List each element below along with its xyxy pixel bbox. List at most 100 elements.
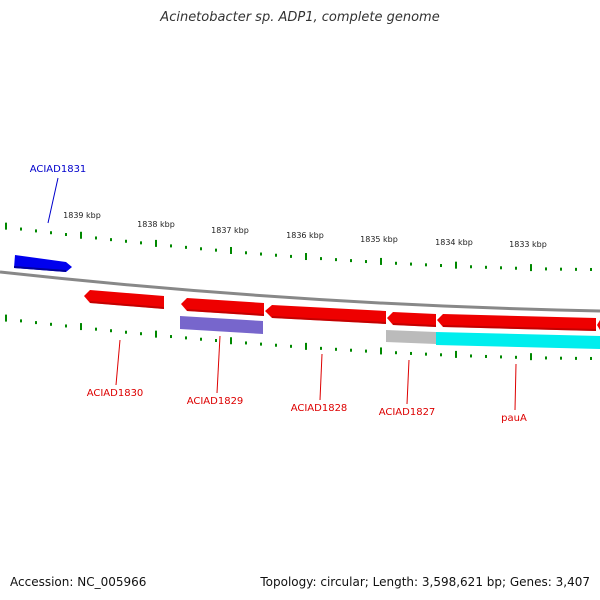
gc-tick	[365, 349, 367, 353]
gc-tick	[65, 324, 67, 328]
ruler-label-1835: 1835 kbp	[360, 235, 398, 244]
gc-tick	[95, 236, 97, 240]
gc-tick	[530, 264, 532, 272]
gc-tick	[155, 239, 157, 247]
cog-aciad1829	[180, 316, 263, 334]
gc-tick	[185, 245, 187, 249]
gc-tick	[365, 260, 367, 264]
cds-aciad1828[interactable]	[265, 305, 386, 324]
leader-aciad1828	[319, 353, 323, 401]
ruler-label-1836: 1836 kbp	[286, 231, 324, 240]
gc-tick	[560, 356, 562, 360]
gc-tick	[485, 354, 487, 358]
cog-paua	[436, 332, 600, 349]
gc-tick	[515, 266, 517, 270]
gc-tick	[455, 350, 457, 358]
gc-tick	[5, 222, 7, 230]
gc-tick	[20, 319, 22, 323]
gc-tick	[395, 351, 397, 355]
gc-tick	[5, 314, 7, 322]
gc-tick	[170, 335, 172, 339]
gc-tick	[230, 337, 232, 345]
accession-text: Accession: NC_005966	[10, 575, 147, 589]
gc-ticks-upper	[5, 222, 592, 272]
gc-tick	[335, 347, 337, 351]
gc-tick	[380, 347, 382, 355]
gc-tick	[95, 327, 97, 331]
gc-tick	[500, 355, 502, 359]
leader-paua	[514, 363, 517, 411]
gene-label-aciad1831[interactable]: ACIAD1831	[30, 164, 87, 175]
gc-tick	[305, 253, 307, 261]
gc-tick	[440, 264, 442, 268]
gene-label-aciad1829[interactable]: ACIAD1829	[187, 396, 244, 407]
gc-tick	[500, 266, 502, 270]
leader-aciad1830	[115, 339, 121, 386]
gene-label-aciad1830[interactable]: ACIAD1830	[87, 388, 144, 399]
gc-tick	[470, 354, 472, 358]
map-title: Acinetobacter sp. ADP1, complete genome	[160, 10, 440, 25]
gc-tick	[575, 356, 577, 360]
gc-tick	[320, 257, 322, 261]
gc-tick	[560, 267, 562, 271]
gc-tick	[20, 227, 22, 231]
gc-tick	[275, 343, 277, 347]
gc-ticks-lower	[5, 314, 592, 361]
ruler-label-1838: 1838 kbp	[137, 220, 175, 229]
leader-aciad1829	[216, 335, 221, 394]
gc-tick	[515, 355, 517, 359]
gc-tick	[395, 261, 397, 265]
gc-tick	[125, 239, 127, 243]
gc-tick	[110, 329, 112, 333]
gc-tick	[425, 352, 427, 356]
gc-tick	[545, 267, 547, 271]
gc-tick	[350, 348, 352, 352]
gc-tick	[215, 248, 217, 252]
genome-backbone	[0, 270, 600, 313]
gc-tick	[320, 346, 322, 350]
cds-shade	[90, 301, 596, 331]
gc-tick	[545, 356, 547, 360]
gc-tick	[470, 265, 472, 269]
gc-tick	[290, 254, 292, 258]
ruler-label-1839: 1839 kbp	[63, 211, 101, 220]
gene-label-aciad1827[interactable]: ACIAD1827	[379, 407, 436, 418]
gene-label-aciad1828[interactable]: ACIAD1828	[291, 403, 348, 414]
gc-tick	[50, 322, 52, 326]
gc-tick	[65, 233, 67, 237]
gc-tick	[50, 231, 52, 235]
gc-tick	[275, 253, 277, 257]
gc-tick	[335, 258, 337, 262]
gc-tick	[305, 342, 307, 350]
gc-tick	[455, 261, 457, 269]
cds-aciad1827[interactable]	[387, 312, 436, 327]
gc-tick	[125, 330, 127, 334]
cds-next-edge	[597, 320, 600, 330]
ruler-label-1834: 1834 kbp	[435, 238, 473, 247]
cog-aciad1827	[386, 330, 436, 344]
gc-tick	[410, 262, 412, 266]
ruler-label-1833: 1833 kbp	[509, 240, 547, 249]
gc-tick	[80, 323, 82, 331]
gc-tick	[590, 356, 592, 360]
gc-tick	[170, 244, 172, 248]
gc-tick	[245, 341, 247, 345]
gc-tick	[110, 238, 112, 242]
gc-tick	[245, 251, 247, 255]
gc-tick	[230, 246, 232, 254]
gc-tick	[350, 259, 352, 263]
gc-tick	[575, 267, 577, 271]
gc-tick	[530, 353, 532, 361]
gene-label-paua[interactable]: pauA	[501, 413, 527, 424]
gc-tick	[215, 339, 217, 343]
leader-aciad1827	[406, 359, 410, 405]
ruler-label-1837: 1837 kbp	[211, 226, 249, 235]
gc-tick	[260, 252, 262, 256]
gc-tick	[200, 337, 202, 341]
gc-tick	[440, 353, 442, 357]
gc-tick	[590, 267, 592, 271]
gc-tick	[80, 231, 82, 239]
gc-tick	[140, 332, 142, 336]
cds-aciad1830[interactable]	[84, 290, 164, 309]
